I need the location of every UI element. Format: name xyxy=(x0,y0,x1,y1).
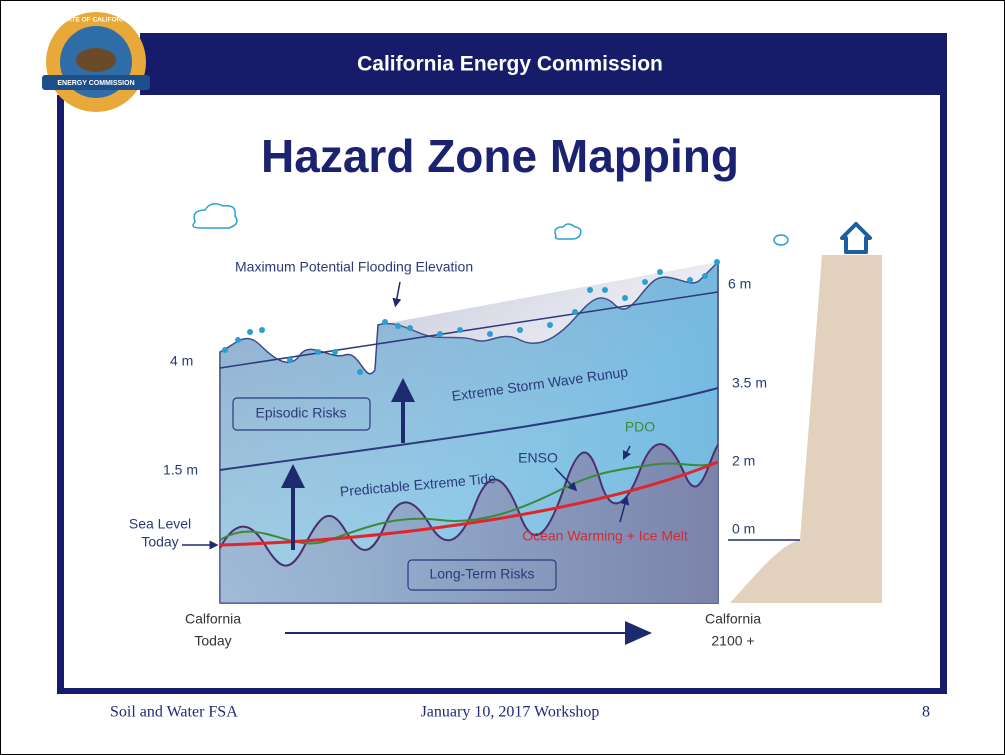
header-title: California Energy Commission xyxy=(357,53,663,76)
label: ENSO xyxy=(518,450,558,466)
level-label: 4 m xyxy=(170,353,193,369)
logo-text: STATE OF CALIFORNIA xyxy=(59,17,132,24)
label: 2100 + xyxy=(711,633,754,649)
slide: ENERGY COMMISSION STATE OF CALIFORNIA Ca… xyxy=(0,0,1005,755)
footer-text: January 10, 2017 Workshop xyxy=(421,704,600,721)
right-bar xyxy=(940,33,947,694)
label: Maximum Potential Flooding Elevation xyxy=(235,259,473,275)
box-label: Episodic Risks xyxy=(255,405,346,421)
label: Today xyxy=(141,534,178,550)
label: Today xyxy=(194,633,231,649)
left-bar xyxy=(57,95,64,694)
level-label: 0 m xyxy=(732,521,755,537)
level-label: 6 m xyxy=(728,276,751,292)
label: Ocean Warming + Ice Melt xyxy=(522,528,688,544)
footer-text: Soil and Water FSA xyxy=(110,704,238,721)
level-label: 2 m xyxy=(732,453,755,469)
label: PDO xyxy=(625,419,655,435)
level-label: 3.5 m xyxy=(732,375,767,391)
slide-title: Hazard Zone Mapping xyxy=(261,130,739,182)
label: Calfornia xyxy=(705,611,761,627)
bottom-bar xyxy=(57,688,947,694)
logo-text: ENERGY COMMISSION xyxy=(57,80,134,87)
label: Calfornia xyxy=(185,611,241,627)
box-label: Long-Term Risks xyxy=(429,566,534,582)
page-number: 8 xyxy=(922,704,930,721)
label: Sea Level xyxy=(129,516,191,532)
level-label: 1.5 m xyxy=(163,462,198,478)
